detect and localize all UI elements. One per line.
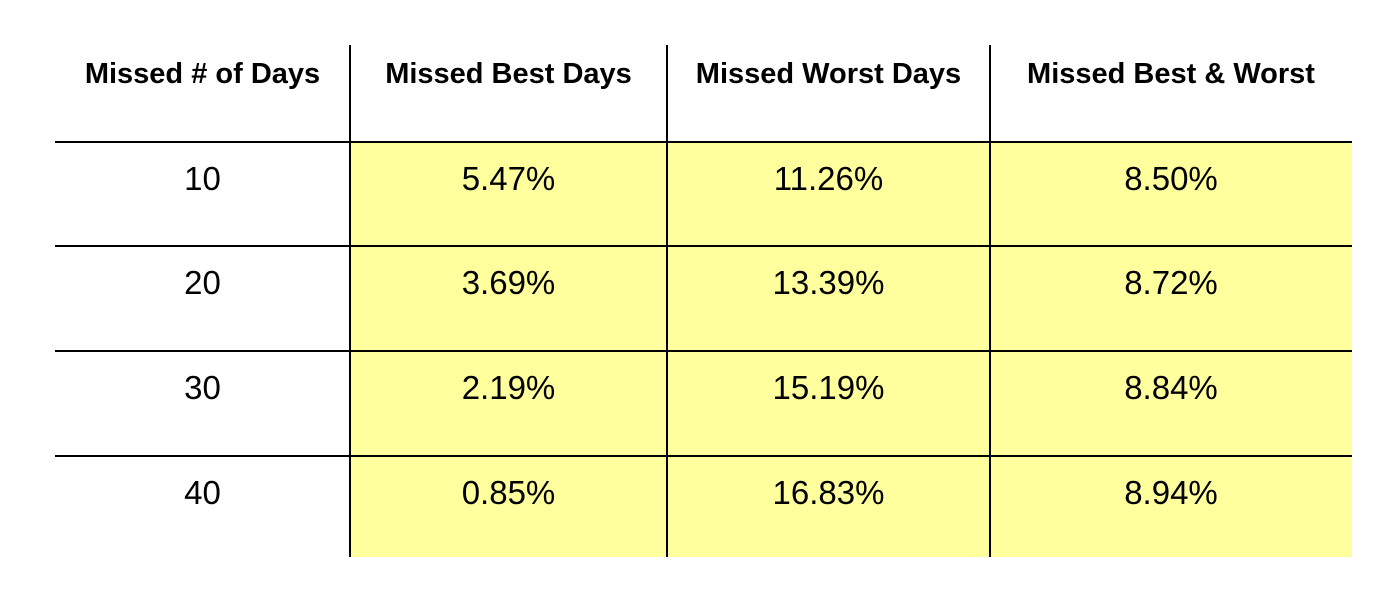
- row-divider: [55, 455, 1352, 457]
- value-cell: 8.94%: [990, 456, 1352, 557]
- column-divider: [989, 45, 991, 557]
- row-label: 30: [184, 369, 221, 406]
- value-cell: 0.85%: [350, 456, 667, 557]
- row-label: 40: [184, 474, 221, 511]
- row-divider: [55, 245, 1352, 247]
- row-label: 20: [184, 264, 221, 301]
- row-divider: [55, 141, 1352, 143]
- value-cell: 16.83%: [667, 456, 990, 557]
- value-cell: 11.26%: [667, 142, 990, 246]
- value-cell: 8.50%: [990, 142, 1352, 246]
- header-cell: Missed Best Days: [385, 57, 632, 90]
- column-divider: [349, 45, 351, 557]
- column-divider: [666, 45, 668, 557]
- row-divider: [55, 350, 1352, 352]
- header-cell: Missed Best & Worst: [1027, 57, 1315, 90]
- value-cell: 15.19%: [667, 351, 990, 456]
- value-cell: 8.84%: [990, 351, 1352, 456]
- value-cell: 5.47%: [350, 142, 667, 246]
- value-cell: 3.69%: [350, 246, 667, 351]
- header-cell: Missed # of Days: [84, 57, 321, 90]
- value-cell: 8.72%: [990, 246, 1352, 351]
- value-cell: 2.19%: [350, 351, 667, 456]
- header-cell: Missed Worst Days: [695, 57, 962, 90]
- value-cell: 13.39%: [667, 246, 990, 351]
- row-label: 10: [184, 160, 221, 197]
